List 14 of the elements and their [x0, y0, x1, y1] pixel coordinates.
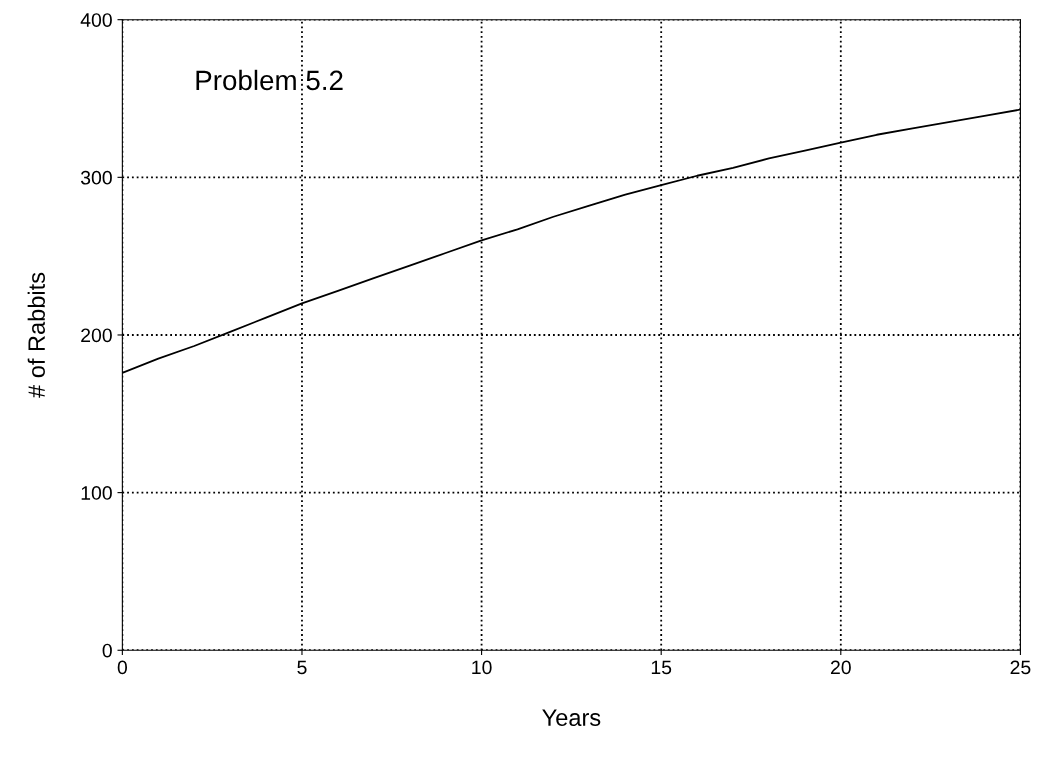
x-tick-label: 25 [1010, 660, 1031, 675]
x-axis-title: Years [542, 709, 601, 727]
annotation: Problem 5.2 [196, 69, 343, 91]
x-tick-label: 10 [472, 660, 492, 675]
x-tick-label: 5 [297, 660, 307, 675]
y-tick-label: 100 [81, 486, 112, 500]
x-tick-label: 15 [651, 660, 672, 675]
y-tick-label: 400 [80, 13, 112, 27]
y-axis-title: # of Rabbits [27, 272, 45, 398]
y-tick-label: 200 [81, 328, 112, 343]
x-tick-label: 0 [117, 660, 128, 675]
y-tick-label: 300 [80, 170, 112, 185]
y-tick-label: 0 [102, 643, 112, 658]
x-tick-label: 20 [830, 660, 851, 675]
